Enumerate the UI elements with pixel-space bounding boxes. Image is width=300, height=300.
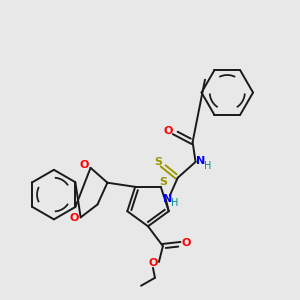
Text: N: N (163, 194, 172, 203)
Text: H: H (171, 199, 178, 208)
Text: H: H (204, 161, 211, 171)
Text: O: O (69, 213, 78, 224)
Text: O: O (163, 126, 172, 136)
Text: S: S (159, 177, 167, 187)
Text: O: O (182, 238, 191, 248)
Text: O: O (148, 258, 158, 268)
Text: N: N (196, 156, 205, 166)
Text: O: O (80, 160, 89, 170)
Text: S: S (154, 157, 162, 167)
